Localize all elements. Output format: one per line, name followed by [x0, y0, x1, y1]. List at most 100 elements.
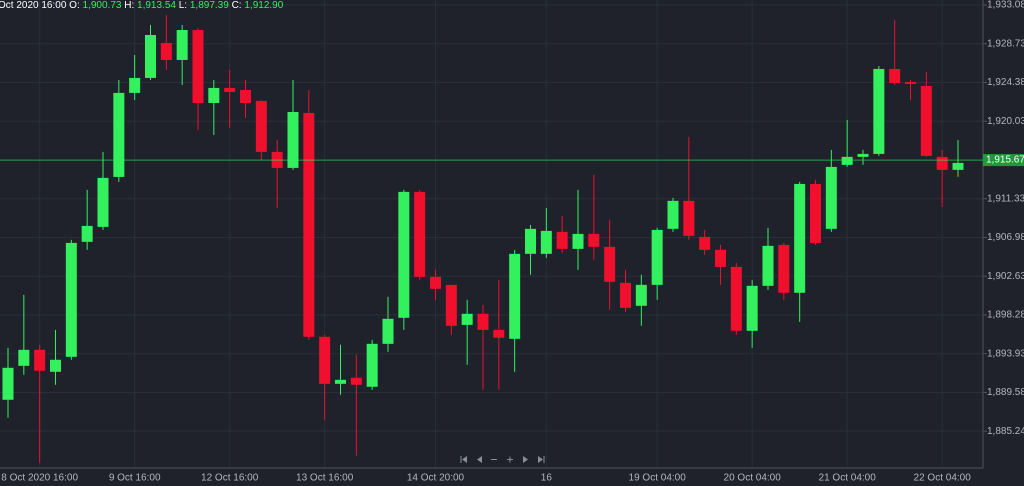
grid — [0, 0, 983, 468]
legend-time: Oct 2020 16:00 — [0, 0, 67, 11]
nav-buttons[interactable] — [460, 456, 545, 463]
nav-first-arrow[interactable] — [462, 456, 467, 463]
x-tick-label: 21 Oct 04:00 — [819, 473, 877, 484]
candle-body — [889, 68, 901, 83]
x-tick-label: 20 Oct 04:00 — [724, 473, 782, 484]
x-tick-label: 22 Oct 04:00 — [914, 473, 972, 484]
y-tick-label: 1,924.38 — [987, 77, 1024, 88]
candle-body — [683, 200, 695, 236]
candle-body — [81, 225, 93, 242]
candle-body — [857, 153, 869, 157]
y-tick-label: 1,933.08 — [987, 0, 1024, 11]
candle-body — [810, 183, 821, 243]
candle-body — [477, 313, 489, 330]
candle-body — [2, 367, 14, 400]
x-tick-label: 16 — [541, 473, 553, 484]
candle-body — [493, 329, 505, 338]
y-tick-label: 1,885.24 — [987, 426, 1024, 437]
candle-body — [34, 349, 46, 371]
candle-body — [303, 112, 315, 337]
candle-body — [445, 284, 457, 326]
candle-body — [556, 231, 568, 249]
y-tick-label: 1,920.03 — [987, 116, 1024, 127]
candle-body — [778, 244, 790, 293]
candle-body — [936, 156, 948, 170]
y-tick-label: 1,911.33 — [987, 193, 1024, 204]
candle-body — [699, 236, 711, 250]
candle-body — [208, 87, 220, 103]
price-label-box — [983, 154, 1024, 167]
candle-body — [224, 87, 236, 92]
y-tick-label: 1,893.93 — [987, 348, 1024, 359]
candle-body — [50, 359, 61, 372]
candle-body — [382, 318, 394, 344]
candle-body — [620, 282, 631, 308]
x-tick-label: 14 Oct 20:00 — [407, 473, 465, 484]
candle-body — [635, 284, 647, 306]
x-tick-label: 9 Oct 16:00 — [109, 473, 161, 484]
candle-body — [572, 233, 584, 249]
candle-body — [588, 233, 600, 247]
candle-body — [160, 42, 172, 60]
x-tick-label: 13 Oct 16:00 — [296, 473, 354, 484]
candle-body — [192, 30, 204, 103]
candle-body — [18, 349, 30, 366]
candle-body — [350, 377, 362, 385]
legend-key: C: — [232, 0, 242, 11]
candle-body — [176, 30, 188, 60]
candle-body — [762, 245, 774, 286]
candle-body — [461, 313, 473, 325]
candle-body — [319, 336, 331, 384]
candle-body — [873, 68, 885, 154]
candle-body — [604, 246, 616, 282]
legend-value: 1,912.90 — [244, 0, 283, 11]
candle-body — [825, 166, 837, 229]
candle-body — [335, 379, 346, 384]
candle-body — [366, 343, 378, 387]
candle-body — [525, 228, 536, 254]
legend-value: 1,913.54 — [137, 0, 176, 11]
candle-body — [920, 85, 932, 156]
y-tick-label: 1,898.28 — [987, 310, 1024, 321]
candle-body — [97, 177, 109, 227]
candle-body — [952, 162, 964, 170]
nav-forward[interactable] — [523, 456, 528, 463]
candle-body — [667, 200, 679, 229]
y-tick-label: 1,928.73 — [987, 38, 1024, 49]
candle-body — [715, 249, 726, 267]
y-tick-label: 1,902.63 — [987, 271, 1024, 282]
candle-body — [255, 100, 267, 152]
candle-body — [113, 92, 125, 177]
legend-value: 1,900.73 — [83, 0, 122, 11]
x-tick-label: 8 Oct 2020 16:00 — [1, 473, 78, 484]
y-tick-label: 1,889.58 — [987, 387, 1024, 398]
candle-body — [398, 191, 410, 318]
candle-body — [414, 191, 426, 277]
candle-body — [794, 183, 806, 293]
candle-body — [129, 77, 141, 93]
candle-body — [841, 156, 853, 165]
x-tick-label: 19 Oct 04:00 — [629, 473, 687, 484]
candle-body — [540, 230, 552, 254]
candle-body — [746, 285, 758, 331]
candle-body — [430, 276, 441, 289]
legend-key: O: — [69, 0, 80, 11]
x-tick-label: 12 Oct 16:00 — [201, 473, 259, 484]
candle-body — [287, 111, 299, 168]
nav-back[interactable] — [477, 456, 482, 463]
legend-key: L: — [179, 0, 187, 11]
candles — [2, 14, 964, 463]
candle-body — [905, 81, 916, 84]
legend: Oct 2020 16:00 O: 1,900.73 H: 1,913.54 L… — [0, 0, 284, 11]
candle-body — [65, 242, 77, 357]
candle-body — [730, 266, 742, 331]
nav-last[interactable] — [538, 456, 543, 463]
y-tick-label: 1,906.98 — [987, 232, 1024, 243]
price-label: 1,915.67 — [986, 155, 1024, 166]
candle-body — [240, 89, 251, 103]
candle-body — [145, 35, 156, 78]
legend-key: H: — [124, 0, 134, 11]
